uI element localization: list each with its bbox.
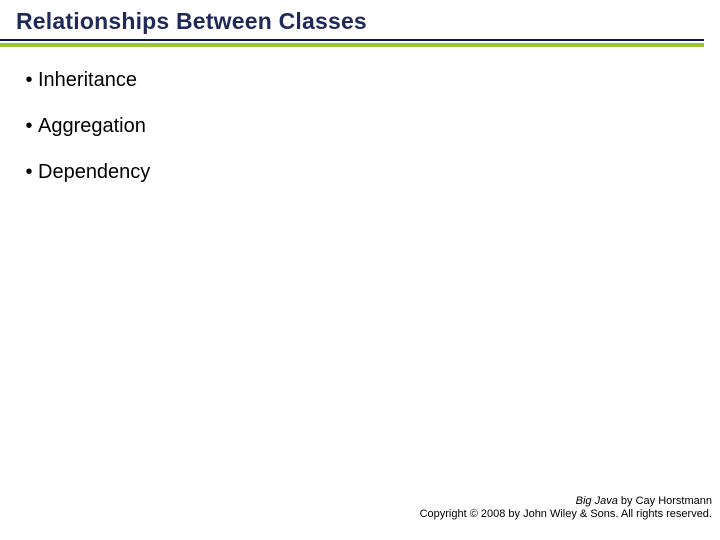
bullet-list: • Inheritance • Aggregation • Dependency xyxy=(20,68,680,206)
footer-author: by Cay Horstmann xyxy=(618,495,712,507)
bullet-text: Inheritance xyxy=(38,68,137,92)
footer: Big Java by Cay Horstmann Copyright © 20… xyxy=(420,495,712,523)
footer-book-title: Big Java xyxy=(576,495,618,507)
list-item: • Aggregation xyxy=(20,114,680,138)
title-block: Relationships Between Classes xyxy=(16,8,696,35)
list-item: • Dependency xyxy=(20,160,680,184)
list-item: • Inheritance xyxy=(20,68,680,92)
bullet-text: Aggregation xyxy=(38,114,146,138)
footer-line-1: Big Java by Cay Horstmann xyxy=(420,495,712,509)
bullet-icon: • xyxy=(20,68,38,90)
slide-title: Relationships Between Classes xyxy=(16,8,696,35)
bullet-text: Dependency xyxy=(38,160,150,184)
title-rule-dark xyxy=(0,39,704,41)
bullet-icon: • xyxy=(20,114,38,136)
bullet-icon: • xyxy=(20,160,38,182)
footer-line-2: Copyright © 2008 by John Wiley & Sons. A… xyxy=(420,508,712,522)
title-rule-green xyxy=(0,43,704,47)
slide: Relationships Between Classes • Inherita… xyxy=(0,0,720,540)
